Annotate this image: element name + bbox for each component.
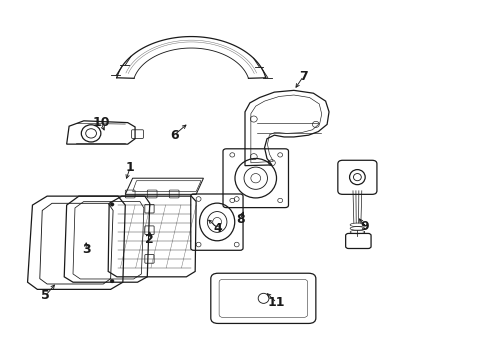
Text: 3: 3 [82, 243, 91, 256]
Text: 11: 11 [268, 296, 286, 309]
Text: 8: 8 [236, 213, 245, 226]
Text: 2: 2 [146, 233, 154, 246]
Text: 7: 7 [299, 69, 308, 82]
Text: 9: 9 [361, 220, 369, 233]
Text: 1: 1 [126, 161, 135, 174]
Text: 5: 5 [41, 289, 50, 302]
Text: 10: 10 [92, 116, 110, 129]
Ellipse shape [110, 203, 114, 206]
Ellipse shape [110, 279, 114, 283]
Text: 6: 6 [170, 129, 178, 142]
Text: 4: 4 [214, 222, 222, 235]
